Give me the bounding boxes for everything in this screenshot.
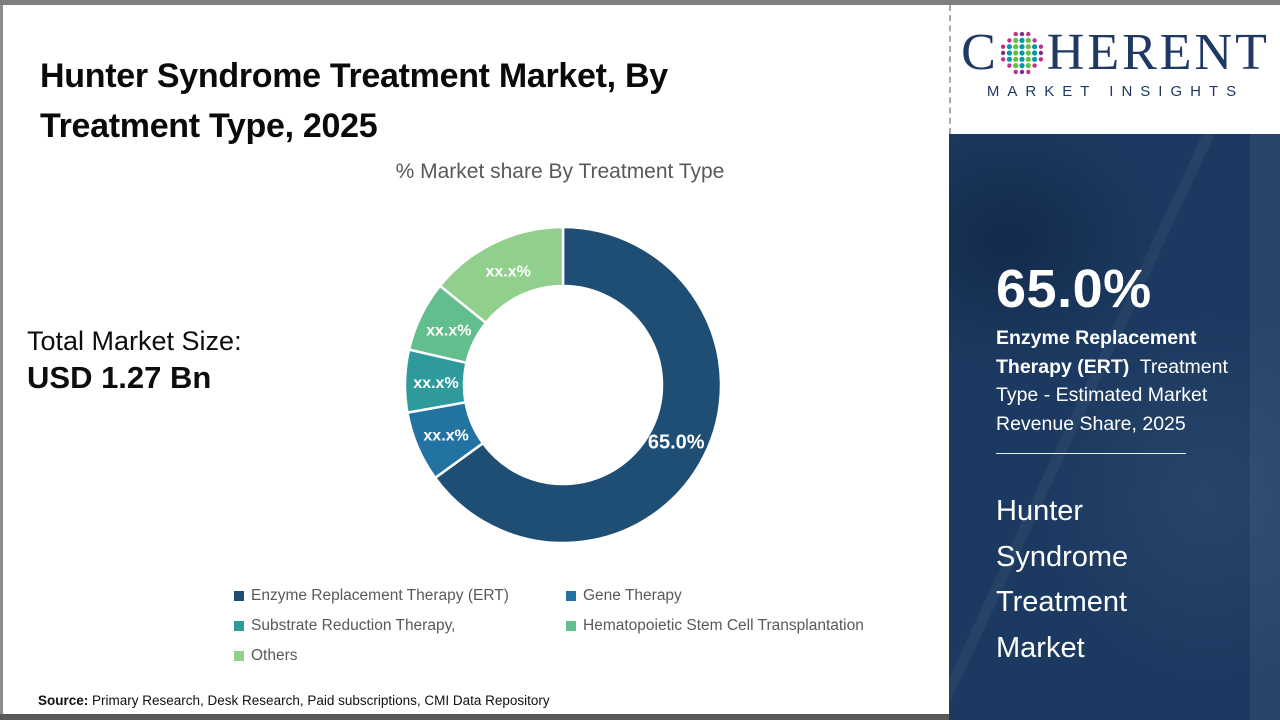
logo-sphere-dot — [1025, 44, 1031, 50]
market-name: Hunter Syndrome Treatment Market — [996, 495, 1129, 664]
logo-sphere-dot — [1019, 44, 1025, 50]
logo-sphere-dot — [1012, 44, 1019, 50]
logo-sphere-dot — [1012, 37, 1019, 43]
logo-sphere-dot — [1019, 69, 1024, 75]
legend-swatch-icon — [566, 591, 576, 601]
logo-sphere-dot — [1013, 69, 1018, 75]
legend-label: Others — [251, 647, 298, 664]
logo-sphere-dot — [1013, 31, 1018, 37]
logo-sphere-dot — [1025, 50, 1031, 56]
left-border-bar — [0, 5, 3, 714]
total-market-size-value: USD 1.27 Bn — [27, 360, 212, 395]
top-border-bar — [0, 0, 1280, 5]
legend-item[interactable]: Gene Therapy — [566, 587, 864, 604]
legend-item[interactable]: Others — [234, 647, 566, 664]
brand-tagline: MARKET INSIGHTS — [986, 83, 1245, 100]
bottom-border-bar — [0, 714, 949, 720]
slice-label: xx.x% — [486, 263, 531, 280]
logo-sphere-dot — [1006, 44, 1012, 50]
logo-sphere-dot — [1031, 44, 1037, 50]
page-title: Hunter Syndrome Treatment Market, By Tre… — [40, 56, 668, 145]
logo-sphere-dot — [1019, 63, 1025, 69]
logo-panel: C HERENT MARKET INSIGHTS — [949, 5, 1280, 134]
legend-item[interactable]: Hematopoietic Stem Cell Transplantation — [566, 617, 864, 634]
donut-segment[interactable] — [433, 225, 723, 545]
logo-sphere-dot — [1000, 44, 1006, 49]
legend-label: Hematopoietic Stem Cell Transplantation — [583, 617, 864, 634]
logo-sphere-dot — [1025, 69, 1031, 75]
logo-sphere-dot — [1025, 37, 1031, 43]
logo-sphere-dot — [1019, 56, 1025, 62]
logo-sphere-dot — [1025, 31, 1031, 37]
logo-sphere-dot — [1006, 50, 1012, 56]
logo-sphere-dot — [1012, 63, 1019, 69]
stat-description-rest: Treatment Type - Estimated Market Revenu… — [996, 355, 1228, 435]
legend-swatch-icon — [234, 621, 244, 631]
logo-sphere-dot — [1032, 38, 1037, 43]
logo-sphere-dot — [1038, 44, 1043, 49]
logo-sphere-dot — [1006, 56, 1012, 62]
legend-label: Enzyme Replacement Therapy (ERT) — [251, 587, 509, 604]
logo-sphere-dot — [1025, 63, 1031, 69]
chart-title: % Market share By Treatment Type — [395, 160, 725, 183]
logo-sphere-dot — [1000, 57, 1006, 62]
stat-description: Enzyme Replacement Therapy (ERT) Treatme… — [996, 324, 1264, 438]
legend-label: Substrate Reduction Therapy, — [251, 617, 456, 634]
legend-label: Gene Therapy — [583, 587, 682, 604]
logo-sphere-dot — [1006, 63, 1012, 68]
chart-legend: Enzyme Replacement Therapy (ERT) Gene The… — [234, 587, 864, 664]
logo-sphere-dot — [1031, 56, 1037, 62]
legend-item[interactable]: Enzyme Replacement Therapy (ERT) — [234, 587, 566, 604]
slice-label: 65.0% — [648, 432, 705, 454]
legend-swatch-icon — [234, 651, 244, 661]
panel-divider — [996, 453, 1186, 454]
logo-sphere-dot — [1019, 31, 1024, 37]
logo-sphere-dot — [1031, 50, 1037, 56]
slice-label: xx.x% — [426, 323, 471, 340]
logo-sphere-dot — [1012, 50, 1019, 56]
legend-swatch-icon — [234, 591, 244, 601]
logo-sphere-dot — [1038, 57, 1043, 62]
logo-sphere-dot — [1038, 50, 1043, 56]
right-highlight-panel: 65.0% Enzyme Replacement Therapy (ERT) T… — [949, 134, 1280, 720]
source-text: Primary Research, Desk Research, Paid su… — [88, 693, 550, 708]
logo-sphere-dot — [1012, 56, 1019, 62]
logo-sphere-dot — [1019, 50, 1025, 56]
logo-sphere-dot — [1000, 50, 1006, 56]
legend-item[interactable]: Substrate Reduction Therapy, — [234, 617, 566, 634]
logo-sphere-dot — [1025, 56, 1031, 62]
logo-sphere-dot — [1019, 37, 1025, 43]
donut-chart: 65.0% xx.x% xx.x% xx.x% xx.x% — [403, 225, 723, 545]
stat-value: 65.0% — [996, 259, 1152, 319]
slice-label: xx.x% — [423, 428, 468, 445]
source-line: Source: Primary Research, Desk Research,… — [38, 693, 550, 708]
brand-letter-c: C — [961, 24, 999, 81]
total-market-size-label: Total Market Size: — [27, 326, 242, 356]
logo-sphere-dot — [1032, 63, 1037, 68]
logo-sphere-icon — [1000, 31, 1043, 75]
brand-rest: HERENT — [1046, 24, 1270, 81]
source-label: Source: — [38, 693, 89, 708]
legend-swatch-icon — [566, 621, 576, 631]
slice-label: xx.x% — [413, 375, 458, 392]
brand-logo: C HERENT — [951, 27, 1280, 79]
stat-description-bold: Enzyme Replacement Therapy (ERT) — [996, 327, 1197, 378]
logo-sphere-dot — [1006, 38, 1012, 43]
donut-segment[interactable] — [438, 225, 565, 325]
